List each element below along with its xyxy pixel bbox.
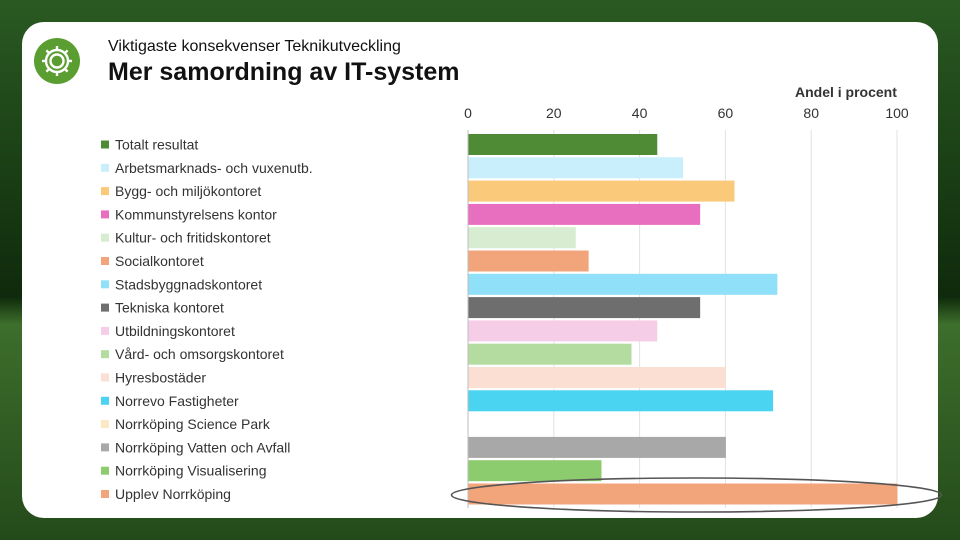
category-label: Norrevo Fastigheter	[115, 393, 239, 409]
legend-swatch	[101, 257, 109, 265]
bar	[468, 390, 774, 412]
category-label: Norrköping Visualisering	[115, 463, 266, 479]
bar	[468, 250, 589, 272]
legend-swatch	[101, 233, 109, 242]
bar	[468, 460, 602, 482]
legend-swatch	[101, 163, 109, 172]
legend-swatch	[101, 420, 109, 429]
bar	[468, 203, 701, 225]
tick-label: 80	[803, 105, 819, 121]
legend-swatch	[101, 350, 109, 359]
category-label: Upplev Norrköping	[115, 486, 231, 502]
category-label: Utbildningskontoret	[115, 323, 235, 339]
category-label: Arbetsmarknads- och vuxenutb.	[115, 160, 313, 176]
bar	[468, 483, 898, 505]
bar	[468, 367, 726, 388]
tick-label: 0	[464, 105, 472, 121]
legend-swatch	[101, 326, 109, 335]
slide-subtitle: Viktigaste konsekvenser Teknikutveckling	[108, 38, 401, 55]
tick-label: 100	[885, 105, 909, 121]
category-label: Tekniska kontoret	[115, 300, 224, 316]
legend-swatch	[101, 303, 109, 312]
tick-label: 40	[632, 105, 648, 121]
category-label: Stadsbyggnadskontoret	[115, 276, 262, 292]
gear-icon	[42, 46, 72, 76]
bar	[468, 180, 735, 202]
legend-swatch	[101, 187, 109, 196]
highlight-ellipse	[450, 477, 943, 513]
bar	[468, 227, 576, 249]
legend-swatch	[101, 140, 109, 149]
bar	[468, 134, 658, 155]
category-label: Kommunstyrelsens kontor	[115, 206, 277, 222]
bar	[468, 343, 632, 365]
tick-label: 20	[546, 105, 562, 121]
logo-badge	[34, 38, 80, 84]
category-label: Vård- och omsorgskontoret	[115, 346, 284, 362]
tick-label: 60	[718, 105, 734, 121]
bar	[468, 297, 701, 319]
bar	[468, 157, 683, 179]
category-label: Totalt resultat	[115, 137, 198, 153]
category-label: Bygg- och miljökontoret	[115, 183, 261, 199]
legend-swatch	[101, 210, 109, 219]
slide-title: Mer samordning av IT-system	[108, 58, 460, 86]
legend-swatch	[101, 280, 109, 289]
legend-swatch	[101, 373, 109, 382]
category-label: Hyresbostäder	[115, 370, 206, 386]
category-label: Kultur- och fritidskontoret	[115, 230, 271, 246]
category-label: Norrköping Science Park	[115, 416, 271, 432]
legend-swatch	[101, 396, 109, 405]
bar	[468, 273, 778, 295]
legend-swatch	[101, 466, 109, 475]
category-label: Norrköping Vatten och Avfall	[115, 439, 290, 455]
legend-swatch	[101, 443, 109, 452]
bar	[468, 436, 726, 458]
bar	[468, 320, 658, 342]
axis-unit-label: Andel i procent	[795, 84, 897, 100]
category-label: Socialkontoret	[115, 253, 204, 269]
legend-swatch	[101, 490, 109, 498]
